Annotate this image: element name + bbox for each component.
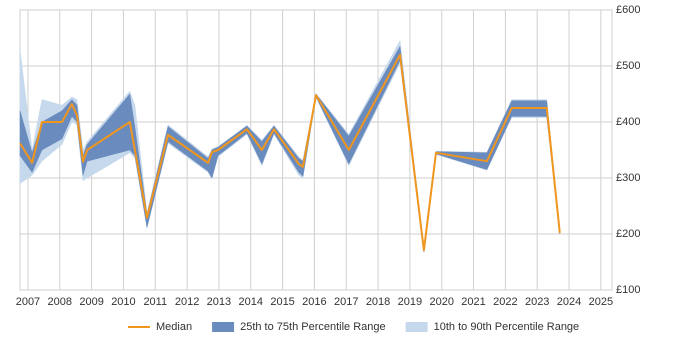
- legend-item: 10th to 90th Percentile Range: [405, 321, 580, 333]
- legend-item: 25th to 75th Percentile Range: [212, 321, 386, 333]
- legend-swatch: [405, 322, 428, 332]
- x-tick-label: 2011: [143, 296, 167, 308]
- x-tick-label: 2015: [270, 296, 294, 308]
- x-tick-label: 2009: [79, 296, 103, 308]
- x-tick-label: 2020: [429, 296, 453, 308]
- x-tick-label: 2010: [111, 296, 135, 308]
- x-tick-label: 2025: [589, 296, 613, 308]
- x-tick-label: 2014: [239, 296, 263, 308]
- x-tick-label: 2021: [461, 296, 485, 308]
- legend-label: 25th to 75th Percentile Range: [240, 321, 386, 333]
- legend-item: Median: [128, 321, 192, 333]
- y-tick-label: £200: [616, 228, 640, 240]
- x-tick-label: 2018: [366, 296, 390, 308]
- x-tick-label: 2007: [16, 296, 40, 308]
- x-tick-label: 2012: [175, 296, 199, 308]
- legend-label: 10th to 90th Percentile Range: [434, 321, 580, 333]
- y-tick-label: £600: [616, 4, 640, 16]
- x-tick-label: 2019: [398, 296, 422, 308]
- x-tick-label: 2008: [48, 296, 72, 308]
- y-tick-label: £400: [616, 116, 640, 128]
- percentile-band: [19, 45, 561, 252]
- x-tick-label: 2013: [207, 296, 231, 308]
- x-tick-label: 2016: [302, 296, 326, 308]
- y-tick-label: £500: [616, 60, 640, 72]
- y-tick-label: £100: [616, 284, 640, 296]
- x-tick-label: 2017: [334, 296, 358, 308]
- legend-label: Median: [156, 321, 192, 333]
- x-tick-label: 2024: [557, 296, 581, 308]
- legend-swatch: [212, 322, 235, 332]
- x-tick-label: 2022: [493, 296, 517, 308]
- median-line: [19, 53, 561, 252]
- y-tick-label: £300: [616, 172, 640, 184]
- x-tick-label: 2023: [525, 296, 549, 308]
